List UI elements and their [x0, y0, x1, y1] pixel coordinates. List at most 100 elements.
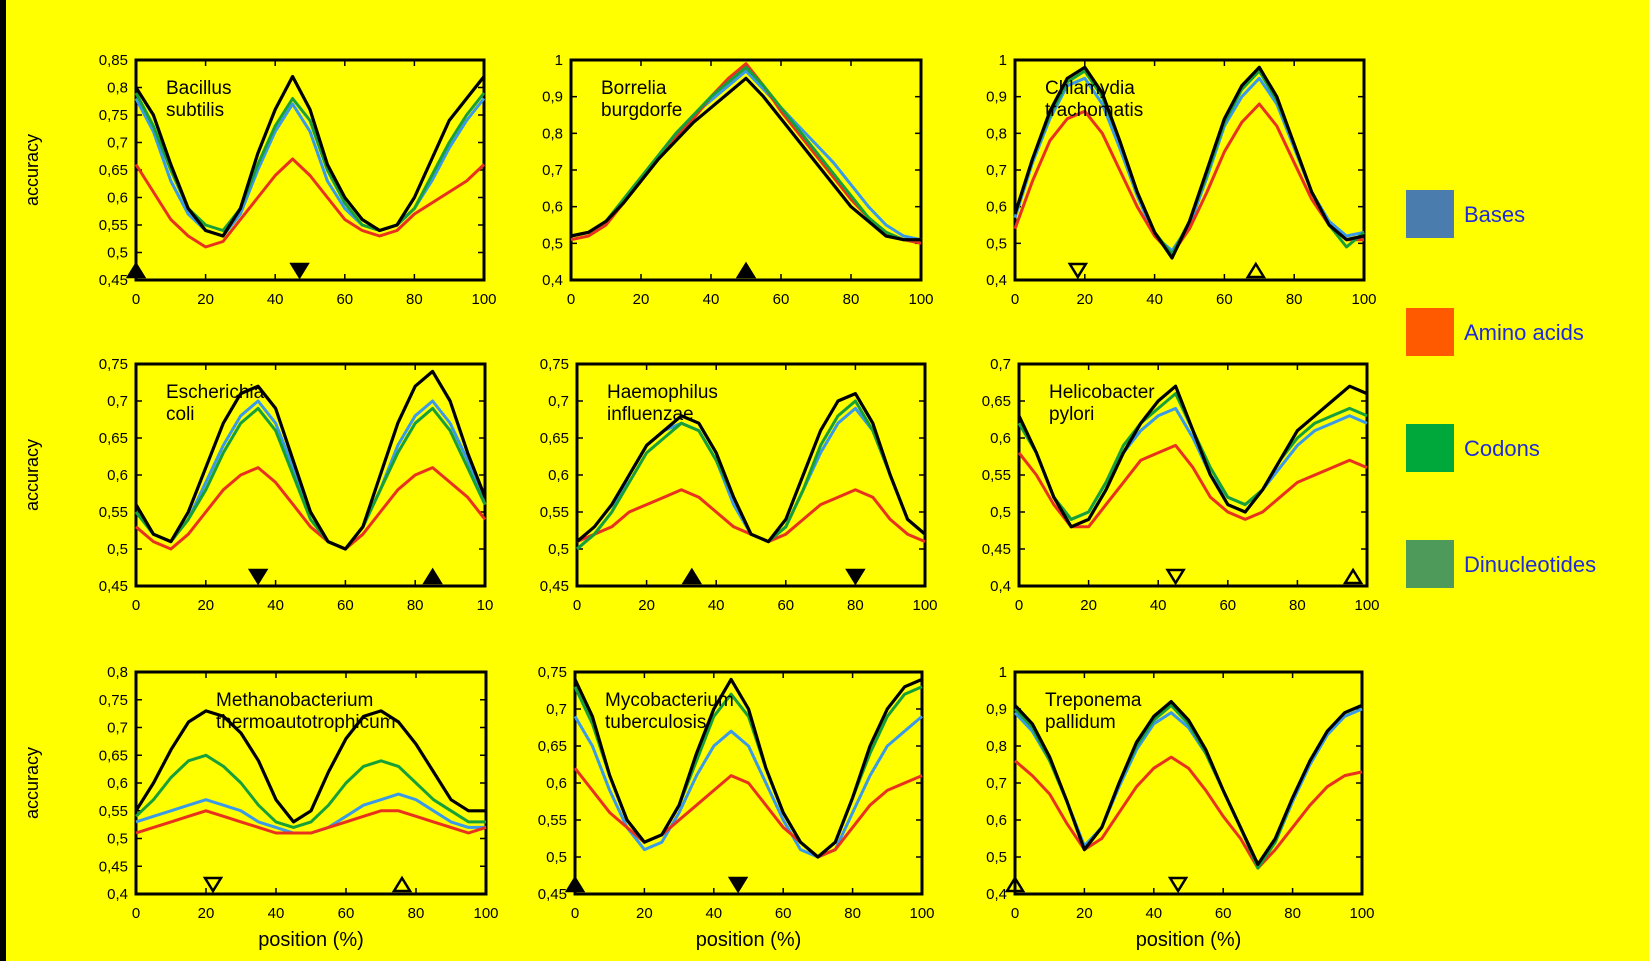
x-tick-label: 0 [132, 905, 140, 922]
x-axis-label: position (%) [1136, 929, 1242, 951]
x-tick-label: 60 [1219, 597, 1236, 614]
organism-label-line-1: Bacillus [166, 78, 231, 99]
series-line-amino-acids [1013, 102, 1364, 256]
series-line-dinucleotides [134, 369, 487, 551]
x-tick-label: 40 [708, 597, 725, 614]
x-tick-label: 20 [197, 597, 214, 614]
x-tick-label: 0 [132, 597, 140, 614]
y-tick-label: 0,5 [986, 849, 1007, 866]
x-tick-label: 100 [908, 291, 933, 308]
series-line-bases [573, 715, 923, 859]
x-tick-label: 80 [407, 597, 424, 614]
position-marker-2 [1245, 261, 1267, 279]
x-tick-label: 60 [1215, 905, 1232, 922]
y-tick-label: 0,85 [99, 52, 128, 69]
series-line-codons [134, 753, 486, 829]
x-tick-label: 60 [337, 597, 354, 614]
y-tick-label: 0,9 [986, 701, 1007, 718]
y-tick-label: 0,4 [986, 886, 1007, 903]
chart-panel-8: 0,45 0,5 0,55 0,6 0,65 0,7 0,75 0 20 40 60 80 100 Myc… [538, 664, 935, 951]
x-tick-label: 40 [268, 905, 285, 922]
position-marker-2 [1167, 876, 1189, 894]
position-marker-2 [391, 875, 413, 893]
organism-label-line-2: burgdorfe [601, 100, 682, 121]
x-tick-label: 0 [1015, 597, 1023, 614]
y-tick-label: 0,5 [107, 245, 128, 262]
organism-label-line-2: pallidum [1045, 712, 1116, 733]
organism-label-line-1: Treponema [1045, 690, 1142, 711]
position-marker-1 [247, 568, 269, 586]
y-tick-label: 0,65 [99, 430, 128, 447]
y-tick-label: 0,55 [99, 504, 128, 521]
organism-label-line-1: Borrelia [601, 78, 667, 99]
y-tick-label: 0,75 [538, 664, 567, 681]
x-tick-label: 0 [132, 291, 140, 308]
x-tick-label: 0 [571, 905, 579, 922]
y-tick-label: 0,7 [542, 162, 563, 179]
y-tick-label: 0,6 [986, 812, 1007, 829]
x-tick-label: 60 [777, 597, 794, 614]
organism-label-line-2: tuberculosis [605, 712, 706, 733]
x-tick-label: 60 [338, 905, 355, 922]
y-tick-label: 0,55 [99, 217, 128, 234]
y-tick-label: 0,7 [107, 720, 128, 737]
position-marker-2 [727, 876, 749, 894]
chart-panel-5: 0,45 0,5 0,55 0,6 0,65 0,7 0,75 0 20 40 60 80 100 Hae… [540, 356, 938, 614]
legend-label-dinucleotides: Dinucleotides [1464, 552, 1597, 577]
chart-panel-4: 0,45 0,5 0,55 0,6 0,65 0,7 0,75 0 20 40 60 80 10 Esch… [22, 356, 493, 614]
y-axis-label: accuracy [22, 747, 42, 819]
y-tick-label: 0,55 [982, 467, 1011, 484]
legend-label-bases: Bases [1464, 202, 1526, 227]
y-tick-label: 0,55 [538, 812, 567, 829]
chart-panel-7: 0,4 0,45 0,5 0,55 0,6 0,65 0,7 0,75 0,8 0 20 40 60 80… [22, 664, 499, 951]
y-tick-label: 1 [555, 52, 563, 69]
position-marker-1 [1004, 875, 1026, 893]
y-tick-label: 0,45 [99, 858, 128, 875]
series-line-amino-acids [1017, 443, 1368, 529]
y-tick-label: 0,7 [107, 393, 128, 410]
x-tick-label: 10 [477, 597, 494, 614]
x-tick-label: 20 [638, 597, 655, 614]
x-tick-label: 0 [573, 597, 581, 614]
y-tick-label: 1 [999, 52, 1007, 69]
y-tick-label: 0,4 [542, 272, 563, 289]
y-tick-label: 0,7 [986, 162, 1007, 179]
y-tick-label: 0,75 [99, 356, 128, 373]
x-tick-label: 60 [773, 291, 790, 308]
organism-label-line-2: subtilis [166, 100, 224, 121]
x-tick-label: 60 [1216, 291, 1233, 308]
y-tick-label: 0,6 [986, 199, 1007, 216]
position-marker-2 [422, 567, 443, 585]
x-tick-label: 40 [267, 291, 284, 308]
y-tick-label: 0,65 [99, 747, 128, 764]
x-tick-label: 100 [909, 905, 934, 922]
x-tick-label: 40 [705, 905, 722, 922]
y-tick-label: 0,65 [540, 430, 569, 447]
chart-panel-1: 0,45 0,5 0,55 0,6 0,65 0,7 0,75 0,8 0,85 0 20 40 60 8… [22, 52, 497, 308]
series-line-amino-acids [1014, 755, 1363, 870]
y-tick-label: 0,6 [548, 467, 569, 484]
series-line-dinucleotides [1013, 65, 1365, 260]
x-tick-label: 20 [1076, 291, 1093, 308]
legend-swatch-dinucleotides [1406, 540, 1454, 588]
figure-background [6, 0, 1649, 961]
y-tick-label: 0,75 [540, 356, 569, 373]
series-line-dinucleotides [570, 76, 921, 242]
series-line-amino-acids [135, 809, 487, 835]
position-marker-1 [1165, 568, 1186, 586]
y-tick-label: 0,45 [538, 886, 567, 903]
position-marker-2 [289, 262, 310, 280]
position-marker-1 [1067, 262, 1089, 280]
legend-swatch-bases [1406, 190, 1454, 238]
x-tick-label: 100 [471, 291, 496, 308]
y-tick-label: 0,45 [99, 272, 128, 289]
organism-label-line-2: coli [166, 404, 195, 425]
y-tick-label: 0,75 [99, 692, 128, 709]
x-tick-label: 80 [1289, 597, 1306, 614]
y-tick-label: 0,7 [990, 356, 1011, 373]
legend-label-codons: Codons [1464, 436, 1540, 461]
organism-label-line-1: Chlamydia [1045, 78, 1135, 99]
x-tick-label: 20 [198, 905, 215, 922]
y-tick-label: 0,8 [986, 125, 1007, 142]
y-tick-label: 0,5 [986, 235, 1007, 252]
